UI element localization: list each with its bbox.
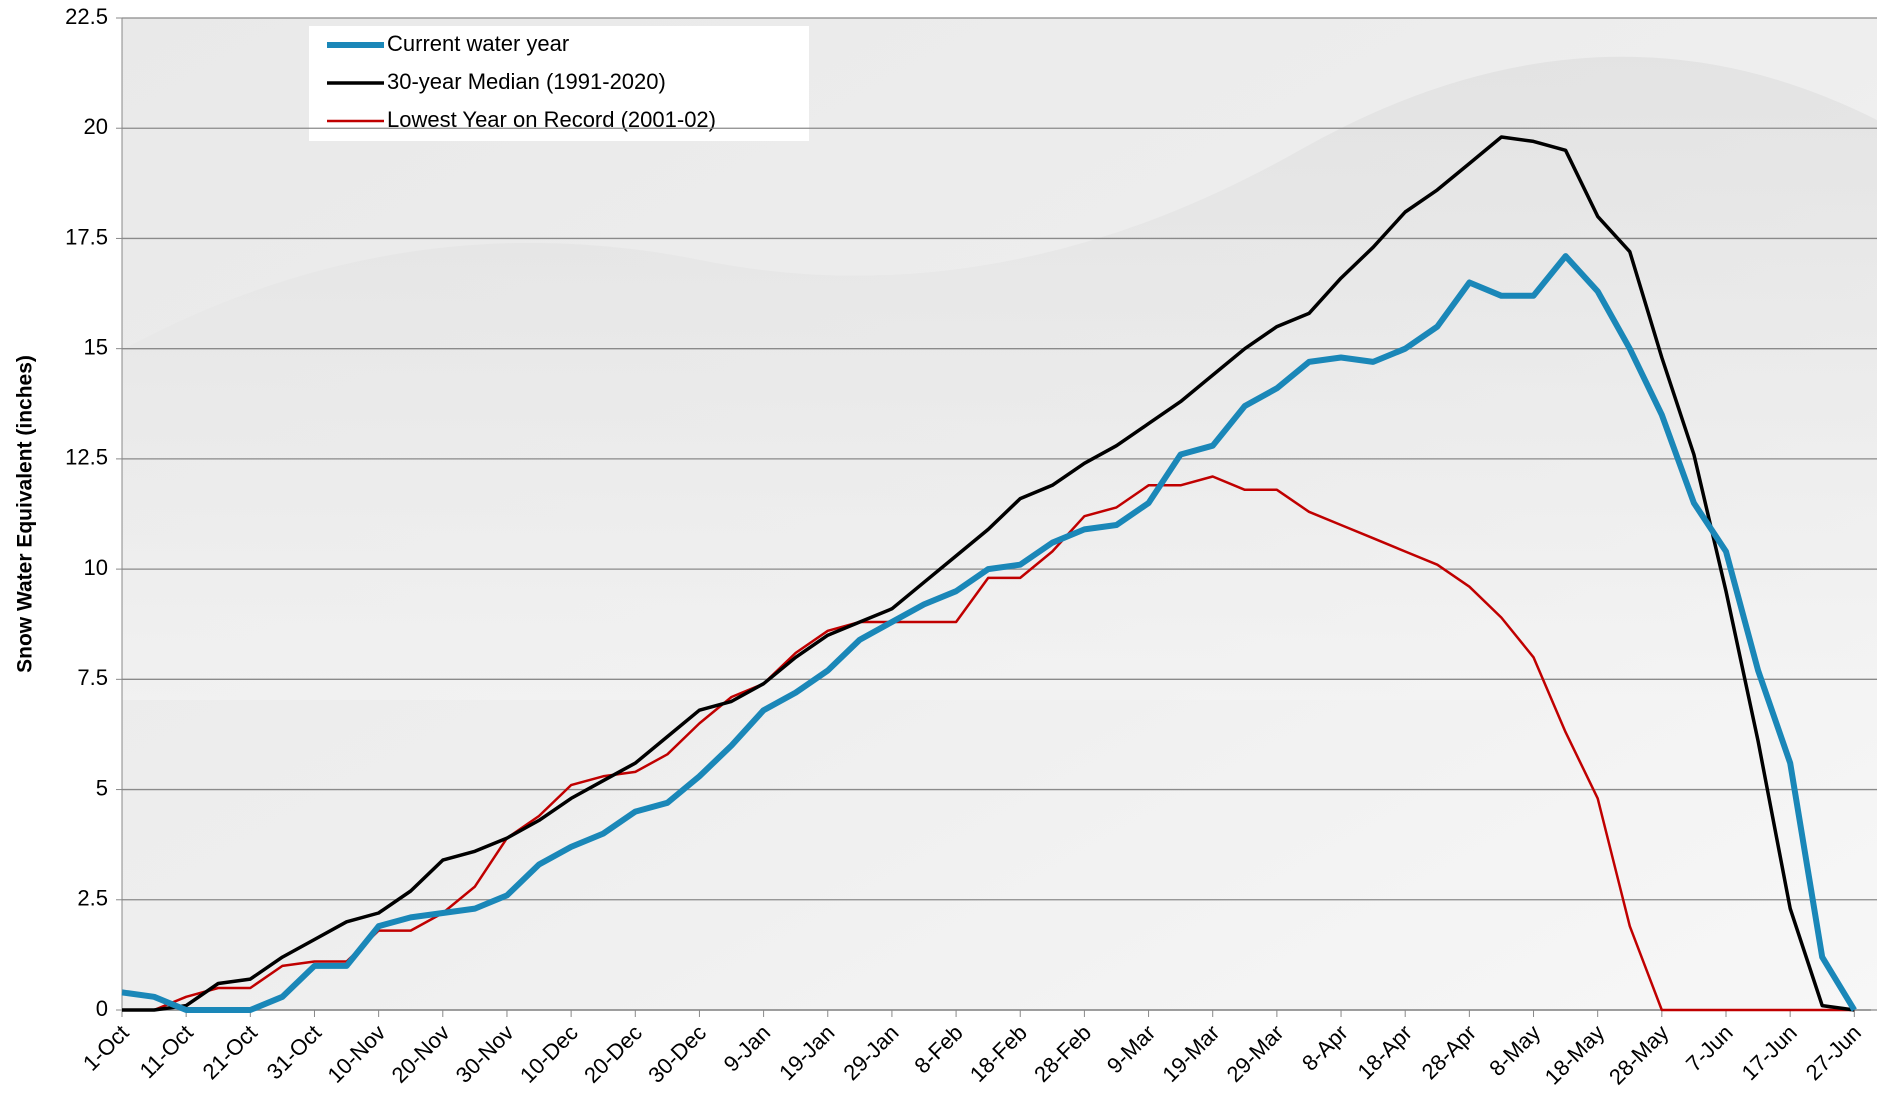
y-tick-label: 5 [96, 775, 108, 800]
legend-label: 30-year Median (1991-2020) [387, 69, 666, 94]
y-tick-label: 17.5 [65, 224, 108, 249]
y-tick-label: 22.5 [65, 4, 108, 29]
y-tick-label: 20 [84, 114, 108, 139]
y-tick-label: 15 [84, 334, 108, 359]
chart: Snow Water Equivalent (inches) Current w… [0, 0, 1877, 1109]
y-axis-label: Snow Water Equivalent (inches) [14, 355, 37, 673]
y-tick-label: 2.5 [77, 886, 108, 911]
legend: Current water year 30-year Median (1991-2… [309, 26, 809, 141]
y-tick-label: 12.5 [65, 445, 108, 470]
y-tick-label: 10 [84, 555, 108, 580]
legend-label: Current water year [387, 31, 569, 56]
y-tick-label: 0 [96, 996, 108, 1021]
y-tick-label: 7.5 [77, 665, 108, 690]
